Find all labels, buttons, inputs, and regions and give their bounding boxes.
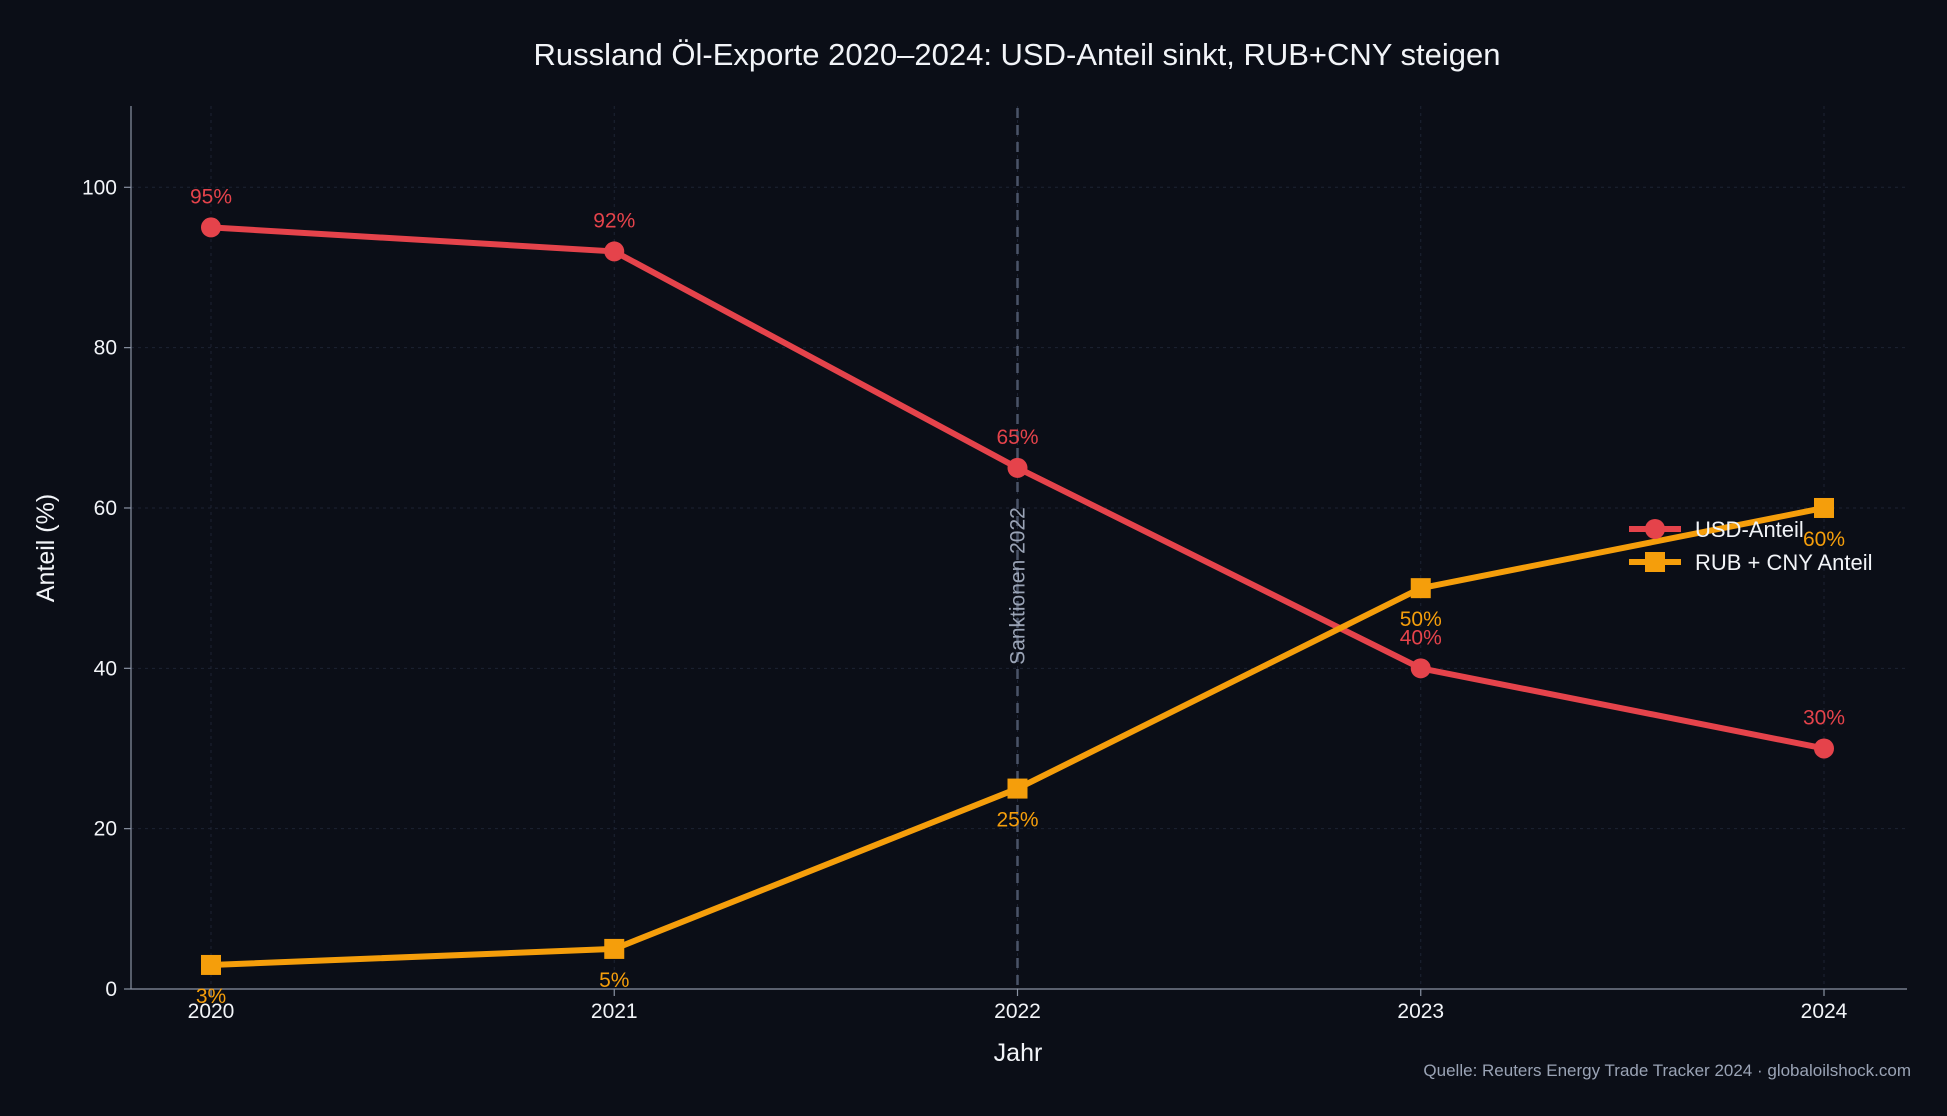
x-tick-label: 2021 [591,1000,638,1023]
legend-marker [1645,519,1665,539]
data-point [604,241,625,262]
data-label: 3% [196,985,226,1008]
y-axis-label: Anteil (%) [32,494,60,602]
source-note: Quelle: Reuters Energy Trade Tracker 202… [1423,1061,1911,1080]
legend: USD-Anteil RUB + CNY Anteil [1629,517,1873,575]
x-tick-label: 2022 [994,1000,1041,1023]
y-tick-label: 20 [94,818,117,841]
y-tick-label: 40 [94,657,117,680]
legend-marker [1645,552,1665,572]
data-label: 50% [1400,608,1442,631]
y-tick-label: 100 [82,176,117,199]
data-point [1410,658,1431,679]
x-tick-label: 2023 [1397,1000,1444,1023]
data-label: 30% [1803,706,1845,729]
sanctions-annotation: Sanktionen 2022 [1007,507,1030,665]
y-tick-label: 0 [105,978,117,1001]
x-tick-label: 2020 [188,1000,235,1023]
data-label: 25% [996,809,1038,832]
data-point [1814,497,1834,518]
data-point [201,217,221,238]
data-labels: 95% 92% 65% 40% 30% 3% 5% 25% 50% 60% [190,185,1845,1008]
x-axis-label: Jahr [994,1039,1043,1067]
data-label: 92% [593,209,635,232]
y-tick-label: 80 [94,337,117,360]
legend-label: RUB + CNY Anteil [1695,550,1873,575]
data-label: 95% [190,185,232,208]
data-point [1007,778,1028,799]
data-point [604,938,625,959]
data-point [1814,738,1834,759]
y-tick-label: 60 [94,497,117,520]
data-label: 40% [1400,626,1442,649]
data-label: 60% [1803,528,1845,551]
data-point [201,954,221,975]
series-group [201,217,1834,975]
legend-label: USD-Anteil [1695,517,1804,542]
data-label: 65% [996,426,1038,449]
chart-title: Russland Öl-Exporte 2020–2024: USD-Antei… [534,37,1501,72]
axis-ticks: 0 20 40 60 80 100 2020 2021 2022 2023 2024 [82,176,1848,1023]
data-point [1007,457,1028,478]
x-tick-label: 2024 [1801,1000,1848,1023]
data-label: 5% [599,969,629,992]
data-point [1410,578,1431,599]
